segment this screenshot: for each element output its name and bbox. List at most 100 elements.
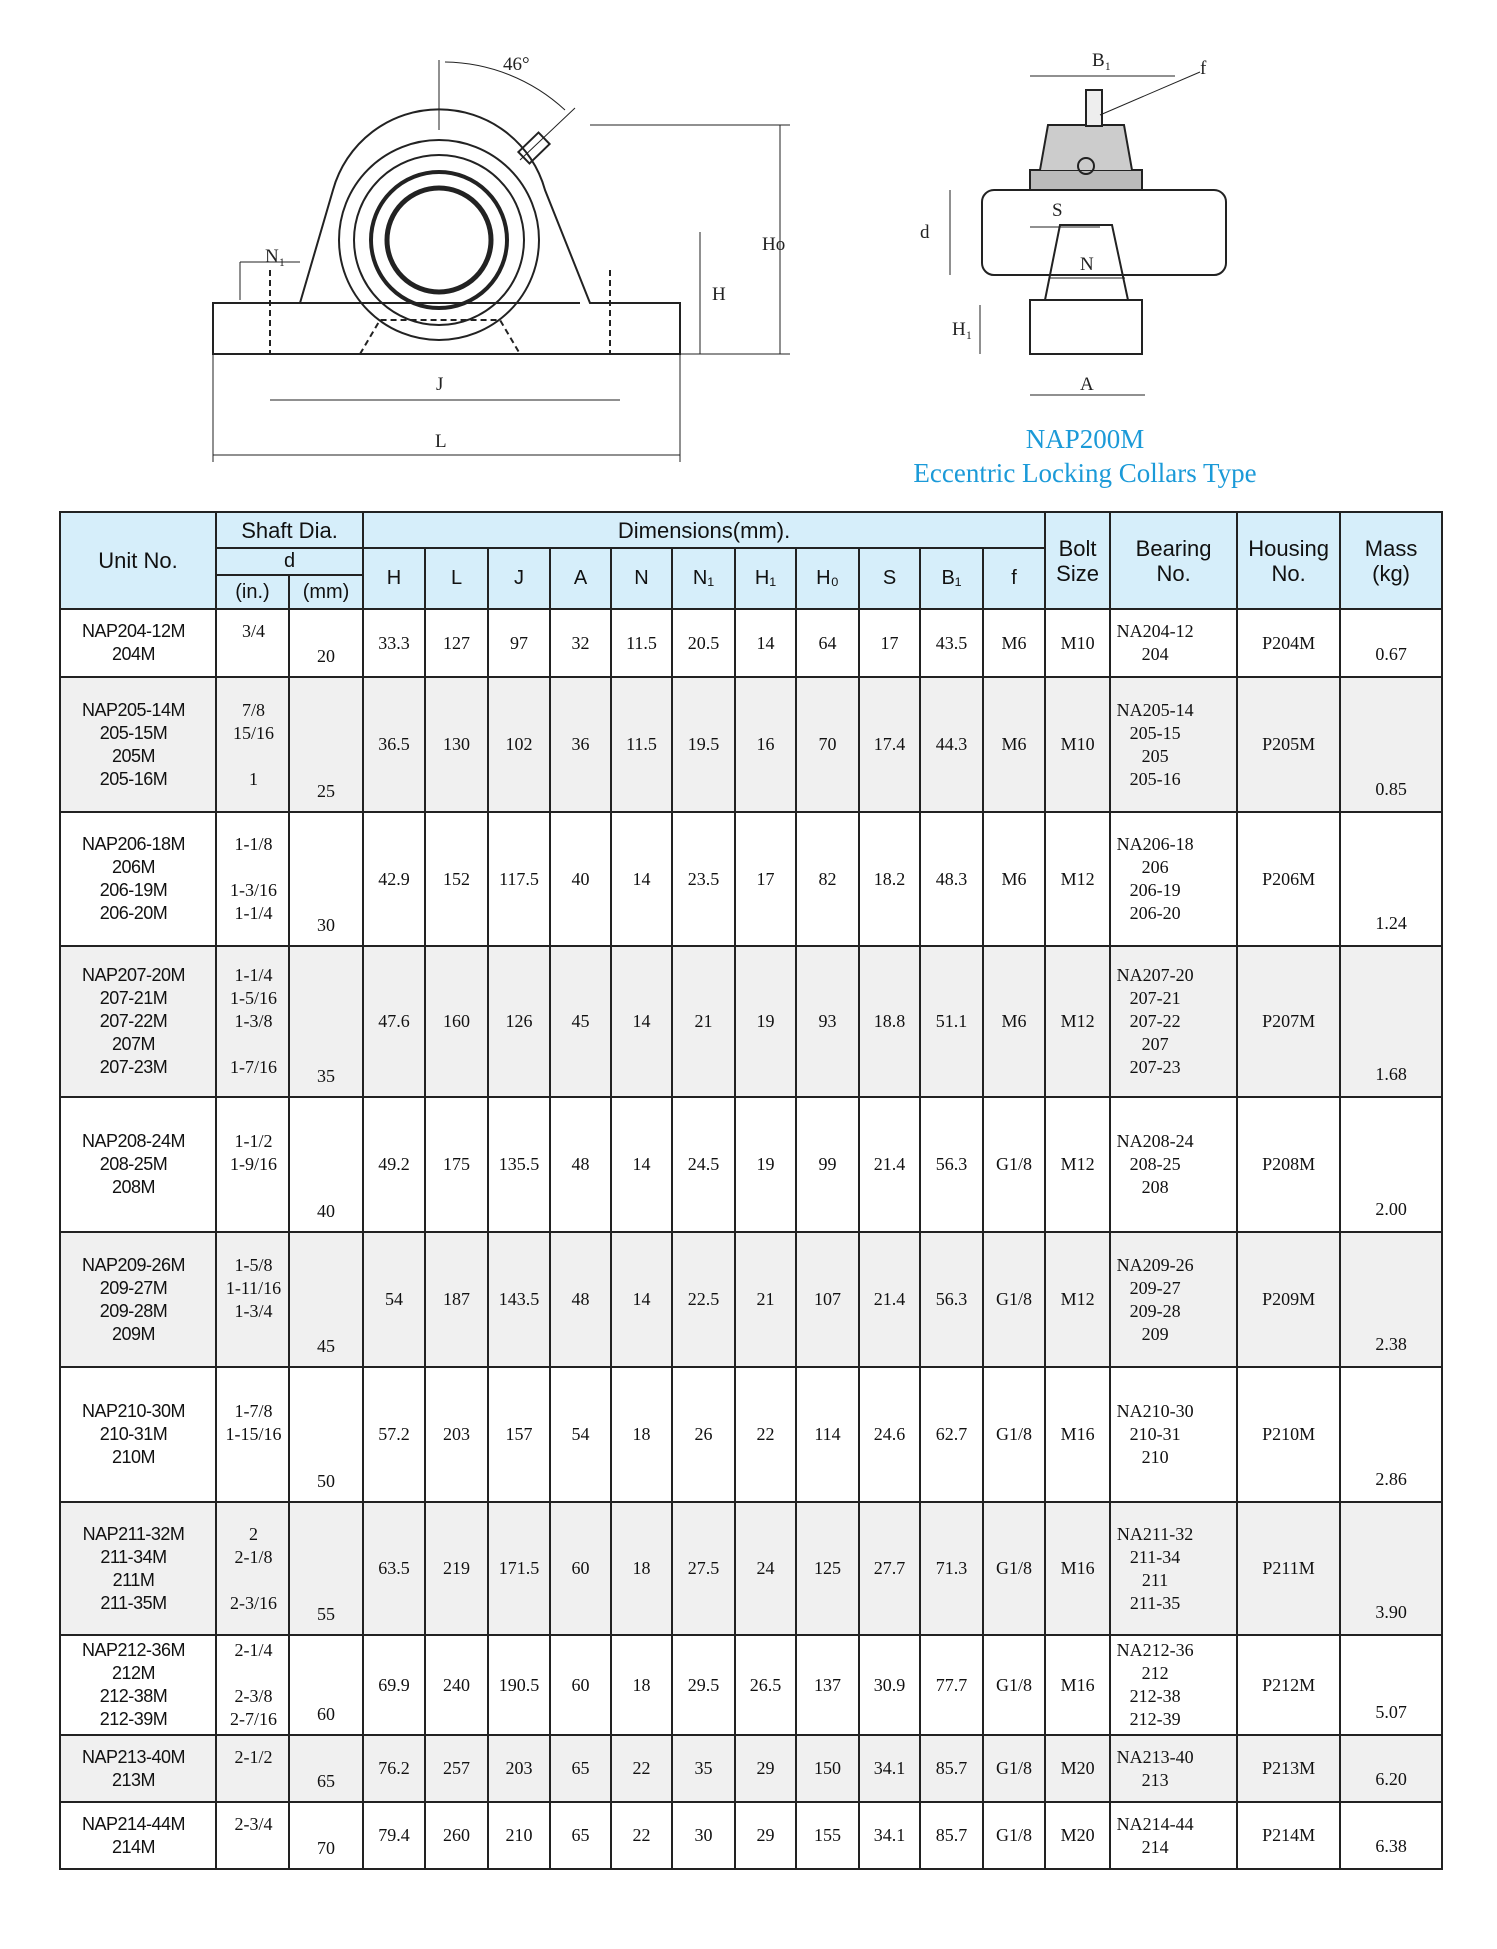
dim-a-cell: 48	[549, 1096, 613, 1233]
dim-j-cell: 117.5	[487, 811, 552, 947]
dim-n1-cell-line: 29.5	[687, 1674, 720, 1695]
shaft-inch-cell-line: 2-3/16	[230, 1592, 277, 1613]
dim-a-cell: 60	[549, 1501, 613, 1636]
dim-n1-cell: 23.5	[671, 811, 737, 947]
dim-j-cell-line: 135.5	[498, 1154, 540, 1174]
dim-f-cell: M6	[982, 676, 1047, 813]
shaft-mm-cell: 40	[287, 1096, 365, 1233]
shaft-inch-cell-line: 1-5/16	[230, 988, 277, 1008]
bolt-size-cell: M16	[1044, 1501, 1112, 1636]
unit-no-cell-line: NAP206-18M	[81, 834, 186, 854]
dim-l-cell-line: 203	[443, 1424, 471, 1444]
unit-no-cell: NAP207-20M 207-21M 207-22M 207M 207-23M	[59, 945, 217, 1098]
dim-a-cell: 48	[549, 1231, 613, 1368]
dim-ho-cell-line: 70	[818, 734, 837, 754]
housing-no-cell-line: P214M	[1262, 1825, 1316, 1845]
dim-n-cell: 22	[610, 1734, 674, 1803]
header-dim-n1: N₁	[671, 547, 737, 610]
dim-b1-cell-line: 56.3	[935, 1289, 968, 1309]
bearing-no-cell-line: 206-19	[1129, 880, 1181, 900]
housing-no-cell: P206M	[1236, 811, 1342, 947]
unit-no-cell: NAP208-24M 208-25M 208M	[59, 1096, 217, 1233]
dim-b1-cell-line: 43.5	[935, 632, 968, 653]
shaft-inch-cell-line: 1-15/16	[225, 1424, 282, 1444]
dim-a-cell-line: 65	[571, 1758, 590, 1778]
dim-j-cell-line: 203	[505, 1758, 533, 1778]
bearing-no-cell-line: 211-35	[1129, 1592, 1181, 1613]
mass-cell-line: 0.67	[1375, 644, 1407, 664]
mass-cell-line: 5.07	[1375, 1702, 1407, 1722]
dim-j-cell: 97	[487, 608, 552, 678]
dim-n-cell-line: 14	[632, 1154, 651, 1174]
dim-h-cell: 54	[362, 1231, 427, 1368]
dim-s-cell-line: 21.4	[873, 1154, 906, 1174]
shaft-inch-cell: 2-3/4	[215, 1801, 290, 1870]
unit-no-cell: NAP204-12M 204M	[59, 608, 217, 678]
dim-a-cell-line: 60	[571, 1558, 590, 1578]
dim-f-cell: G1/8	[982, 1634, 1047, 1736]
dimension-labels: 46° N₁ J L H Ho B₁ f S N d H₁ A	[265, 50, 1207, 452]
dim-n-cell: 18	[610, 1501, 674, 1636]
bearing-no-cell: NA214-44 214	[1109, 1801, 1239, 1870]
dim-a-cell-line: 40	[571, 868, 590, 889]
dim-f-cell: G1/8	[982, 1366, 1047, 1503]
angle-label: 46°	[503, 54, 530, 75]
dim-s-cell-line: 30.9	[873, 1674, 906, 1695]
shaft-mm-cell-line: 45	[317, 1336, 335, 1356]
dim-h-cell-line: 36.5	[378, 734, 410, 754]
dim-j-cell: 102	[487, 676, 552, 813]
dim-a-cell-line: 48	[571, 1289, 590, 1309]
bearing-no-cell-line: NA206-18	[1116, 834, 1194, 854]
dim-n-cell-line: 18	[632, 1674, 651, 1695]
bolt-size-cell: M12	[1044, 811, 1112, 947]
shaft-inch-cell-line: 1-9/16	[230, 1154, 277, 1174]
shaft-inch-cell: 1-1/4 1-5/16 1-3/8 1-7/16	[215, 945, 290, 1098]
dimensions-table: Unit No. Shaft Dia. Dimensions(mm). Bolt…	[59, 511, 1444, 1870]
dim-ho-cell: 155	[795, 1801, 861, 1870]
dim-s-cell: 18.8	[858, 945, 922, 1098]
dim-a-cell: 54	[549, 1366, 613, 1503]
unit-no-cell-line: NAP204-12M	[81, 621, 186, 641]
bearing-no-cell-line: 209-27	[1129, 1277, 1181, 1298]
dim-l-cell: 219	[424, 1501, 490, 1636]
dim-s-cell: 21.4	[858, 1231, 922, 1368]
housing-no-cell-line: P212M	[1262, 1674, 1316, 1695]
dim-f-cell-line: G1/8	[996, 1758, 1033, 1778]
dim-n-cell: 14	[610, 1231, 674, 1368]
dim-h1-cell: 24	[734, 1501, 798, 1636]
dim-h-cell: 49.2	[362, 1096, 427, 1233]
shaft-inch-cell-line: 1-3/8	[234, 1011, 273, 1031]
unit-no-cell-line: 209-28M	[99, 1300, 168, 1321]
dim-s-cell-line: 34.1	[873, 1758, 906, 1778]
dim-ho-cell-line: 155	[814, 1825, 842, 1845]
dim-ho-cell-line: 114	[814, 1424, 841, 1444]
shaft-inch-cell-line	[222, 1769, 285, 1792]
mass-cell-line: 1.68	[1375, 1064, 1407, 1084]
dim-l-cell: 260	[424, 1801, 490, 1870]
dim-h1-cell: 14	[734, 608, 798, 678]
bearing-no-cell-line: 212-38	[1129, 1686, 1181, 1706]
mass-cell: 3.90	[1339, 1501, 1444, 1636]
unit-no-cell-line: 211-35M	[100, 1592, 167, 1613]
unit-no-cell-line: 207-23M	[99, 1057, 168, 1077]
unit-no-cell-line: 206-19M	[99, 880, 168, 900]
dim-h1-cell: 22	[734, 1366, 798, 1503]
shaft-mm-cell: 60	[287, 1634, 365, 1736]
shaft-mm-cell-line: 50	[317, 1471, 335, 1491]
dim-n-cell: 14	[610, 811, 674, 947]
dim-n-cell-line: 22	[632, 1758, 651, 1778]
table-row: NAP206-18M 206M 206-19M 206-20M 1-1/8 1-3/16 1…	[59, 811, 1444, 947]
dim-l-cell-line: 260	[443, 1825, 471, 1845]
mass-cell: 6.20	[1339, 1734, 1444, 1803]
housing-no-cell-line: P204M	[1262, 632, 1316, 653]
bearing-no-cell-line: NA204-12	[1116, 621, 1194, 641]
dim-f-cell-line: M6	[1001, 1011, 1027, 1031]
header-bolt-size: Bolt Size	[1044, 511, 1112, 610]
header-mm: (mm)	[287, 574, 365, 610]
dim-j-cell-line: 97	[510, 632, 529, 653]
dim-j-cell-line: 171.5	[498, 1558, 540, 1578]
bearing-no-cell: NA211-32 211-34 211 211-35	[1109, 1501, 1239, 1636]
dim-n-cell: 14	[610, 945, 674, 1098]
label-n1: N₁	[265, 246, 285, 267]
shaft-inch-cell-line: 3/4	[241, 621, 265, 641]
